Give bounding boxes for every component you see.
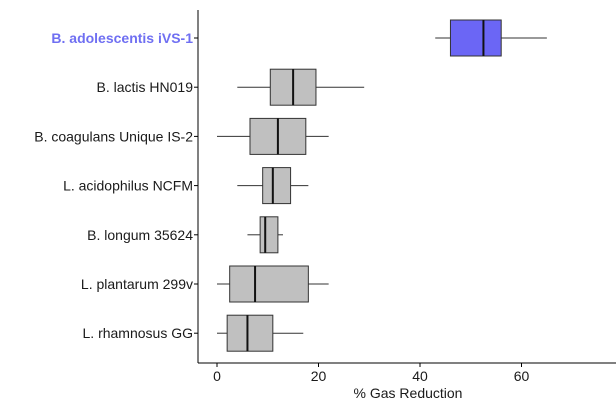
category-label: B. lactis HN019	[97, 79, 194, 95]
box-iqr	[259, 216, 279, 254]
box-group	[217, 314, 304, 352]
x-tick-label: 0	[213, 368, 221, 384]
box-group	[435, 19, 547, 57]
category-label: B. adolescentis iVS-1	[51, 30, 193, 46]
category-label: L. plantarum 299v	[81, 276, 193, 292]
x-axis-ticks: 0 20 40 60	[213, 363, 529, 384]
box-group	[217, 117, 329, 155]
box-iqr	[449, 19, 502, 57]
box-group	[237, 68, 365, 106]
x-axis-title: % Gas Reduction	[354, 385, 463, 400]
box-iqr	[226, 314, 274, 352]
plot-area	[217, 19, 547, 352]
category-label: B. longum 35624	[87, 227, 193, 243]
x-tick-label: 60	[514, 368, 530, 384]
box-iqr	[262, 167, 292, 205]
box-group	[237, 167, 309, 205]
category-label: B. coagulans Unique IS-2	[34, 128, 193, 144]
box-group	[247, 216, 283, 254]
y-axis-ticks: B. adolescentis iVS-1 B. lactis HN019 B. c…	[34, 30, 198, 341]
box-iqr	[229, 265, 309, 303]
box-group	[217, 265, 329, 303]
x-tick-label: 20	[311, 368, 327, 384]
category-label: L. rhamnosus GG	[83, 325, 194, 341]
category-label: L. acidophilus NCFM	[63, 178, 193, 194]
x-tick-label: 40	[412, 368, 428, 384]
